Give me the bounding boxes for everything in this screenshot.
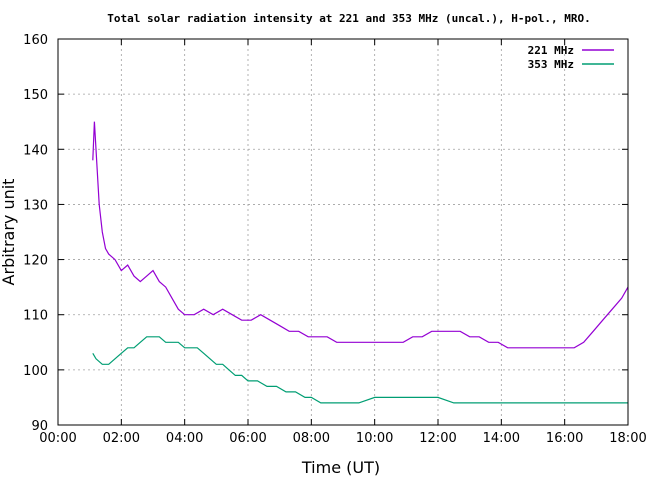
series-layer xyxy=(92,121,629,404)
x-tick-label: 14:00 xyxy=(483,431,520,446)
y-axis-label: Arbitrary unit xyxy=(0,179,18,286)
y-axis: 90 100 110 120 130 140 150 160 xyxy=(23,33,628,434)
x-axis: 00:00 02:00 04:00 06:00 08:00 10:00 12:00 14:00… xyxy=(39,39,647,446)
grid xyxy=(58,39,628,425)
y-tick-label: 160 xyxy=(23,33,48,48)
x-tick-label: 08:00 xyxy=(293,431,330,446)
x-tick-label: 02:00 xyxy=(103,431,140,446)
series-line-1 xyxy=(92,121,629,349)
x-tick-label: 04:00 xyxy=(166,431,203,446)
x-tick-label: 10:00 xyxy=(356,431,393,446)
y-tick-label: 90 xyxy=(31,419,48,434)
chart-title: Total solar radiation intensity at 221 a… xyxy=(107,12,590,25)
x-tick-label: 16:00 xyxy=(546,431,583,446)
y-tick-label: 130 xyxy=(23,198,48,213)
x-tick-label: 00:00 xyxy=(39,431,76,446)
y-tick-label: 150 xyxy=(23,88,48,103)
x-axis-label: Time (UT) xyxy=(301,458,380,477)
y-tick-label: 120 xyxy=(23,254,48,269)
x-tick-label: 12:00 xyxy=(419,431,456,446)
plot-frame xyxy=(57,38,629,426)
y-tick-label: 100 xyxy=(23,364,48,379)
y-tick-label: 110 xyxy=(23,309,48,324)
x-tick-label: 06:00 xyxy=(229,431,266,446)
legend-label: 353 MHz xyxy=(528,58,574,71)
y-tick-label: 140 xyxy=(23,143,48,158)
series-line-2 xyxy=(92,336,628,404)
legend-label: 221 MHz xyxy=(528,44,574,57)
x-tick-label: 18:00 xyxy=(609,431,646,446)
